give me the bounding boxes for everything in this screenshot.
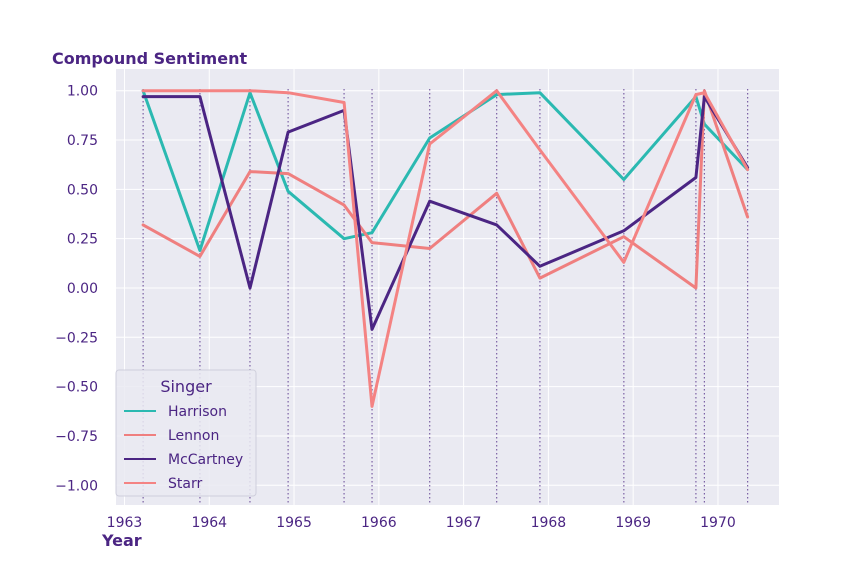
y-tick-label: −0.25 [55,330,98,346]
legend-label-starr: Starr [168,476,202,492]
x-tick-label: 1965 [276,515,312,531]
y-tick-labels: 1.00 0.75 0.50 0.25 0.00 −0.25 −0.50 −0.75 −1.00 [55,84,98,495]
legend-title: Singer [160,377,212,396]
y-tick-label: 0.00 [67,281,98,297]
series-line-lennon [141,89,750,290]
x-tick-label: 1963 [107,515,143,531]
legend-box [115,369,257,497]
x-tick-label: 1970 [700,515,736,531]
x-axis-title: Year [101,531,142,550]
series-line-starr [141,89,750,408]
legend-label-harrison: Harrison [168,404,227,420]
y-tick-label: −1.00 [55,478,98,494]
x-tick-label: 1964 [191,515,227,531]
legend-label-lennon: Lennon [168,428,219,444]
y-tick-label: 1.00 [67,84,98,100]
y-tick-label: 0.25 [67,232,98,248]
legend: Singer Harrison Lennon McCartney Starr [115,369,257,497]
x-tick-label: 1969 [615,515,651,531]
y-tick-label: 0.75 [67,133,98,149]
x-tick-label: 1968 [531,515,567,531]
y-axis-title: Compound Sentiment [52,49,247,68]
y-tick-label: 0.50 [67,182,98,198]
x-tick-label: 1967 [446,515,482,531]
y-tick-label: −0.50 [55,380,98,396]
x-tick-label: 1966 [361,515,397,531]
x-tick-labels: 1963 1964 1965 1966 1967 1968 1969 1970 [107,515,736,531]
legend-label-mccartney: McCartney [168,452,243,468]
y-tick-label: −0.75 [55,429,98,445]
release-date-lines [142,89,749,505]
series-line-mccartney [141,95,750,331]
series-lines [141,89,750,408]
